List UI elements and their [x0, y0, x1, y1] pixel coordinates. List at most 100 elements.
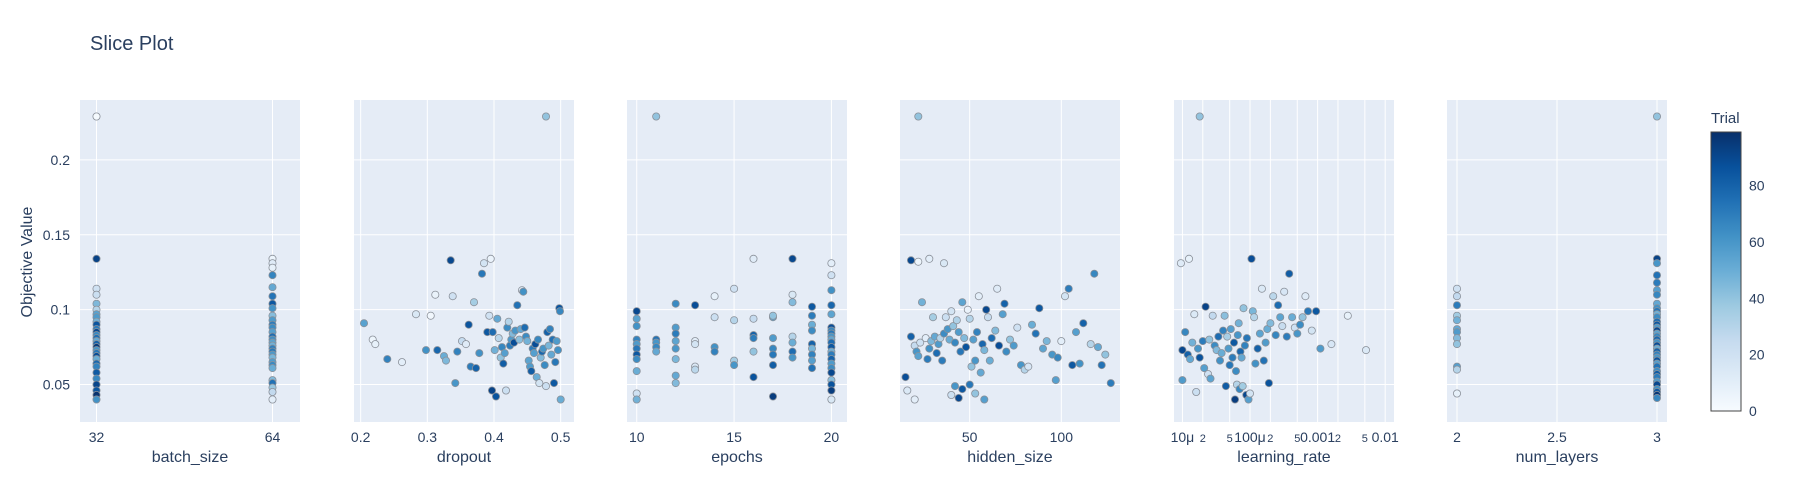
- x-tick-label: 0.5: [551, 429, 571, 445]
- data-point: [92, 290, 101, 299]
- data-point: [910, 395, 919, 404]
- data-point: [1000, 299, 1009, 308]
- data-point: [477, 269, 486, 278]
- data-point: [359, 319, 368, 328]
- data-point: [371, 340, 380, 349]
- data-point: [1231, 395, 1240, 404]
- data-point: [951, 382, 960, 391]
- data-point: [808, 311, 817, 320]
- data-point: [769, 334, 778, 343]
- data-point: [1223, 332, 1232, 341]
- data-point: [985, 356, 994, 365]
- x-tick-label: 0.001: [1300, 429, 1335, 445]
- colorbar: Trial 0 20 40 60 80: [1710, 110, 1765, 419]
- data-point: [92, 254, 101, 263]
- data-point: [486, 254, 495, 263]
- data-point: [268, 304, 277, 313]
- data-point: [1086, 340, 1095, 349]
- data-point: [411, 310, 420, 319]
- y-tick-label: 0.05: [43, 377, 70, 393]
- data-point: [1653, 278, 1662, 287]
- data-point: [691, 365, 700, 374]
- colorbar-tick-label: 40: [1749, 290, 1765, 306]
- data-point: [1242, 334, 1251, 343]
- data-point: [1206, 374, 1215, 383]
- x-tick-label: 2: [1453, 429, 1461, 445]
- data-point: [1453, 301, 1462, 310]
- data-point: [1327, 340, 1336, 349]
- data-point: [542, 112, 551, 121]
- colorbar-tick-label: 0: [1749, 403, 1757, 419]
- x-tick-label: 64: [265, 429, 281, 445]
- data-point: [710, 313, 719, 322]
- data-point: [268, 292, 277, 301]
- data-point: [1216, 356, 1225, 365]
- data-point: [1453, 292, 1462, 301]
- data-point: [947, 307, 956, 316]
- data-point: [540, 361, 549, 370]
- x-tick-label: 20: [824, 429, 840, 445]
- data-point: [907, 256, 916, 265]
- data-point: [941, 313, 950, 322]
- x-tick-label: 0.2: [351, 429, 371, 445]
- data-point: [982, 305, 991, 314]
- data-point: [1178, 346, 1187, 355]
- data-point: [1255, 329, 1264, 338]
- data-point: [952, 316, 961, 325]
- data-point: [965, 314, 974, 323]
- data-point: [1264, 379, 1273, 388]
- x-tick-label: 100μ: [1234, 429, 1265, 445]
- data-point: [1280, 287, 1289, 296]
- data-point: [493, 314, 502, 323]
- plot-area: [354, 100, 574, 422]
- data-point: [749, 347, 758, 356]
- data-point: [956, 347, 965, 356]
- data-point: [268, 271, 277, 280]
- data-point: [552, 337, 561, 346]
- data-point: [1053, 353, 1062, 362]
- data-point: [671, 337, 680, 346]
- x-tick-label: 50: [962, 429, 978, 445]
- data-point: [1232, 367, 1241, 376]
- data-point: [1266, 319, 1275, 328]
- x-axis-title: batch_size: [152, 449, 229, 466]
- x-tick-label: 10: [629, 429, 645, 445]
- x-axis-title: dropout: [437, 449, 492, 466]
- data-point: [632, 314, 641, 323]
- data-point: [1195, 112, 1204, 121]
- x-tick-label: 0.01: [1372, 429, 1399, 445]
- x-tick-label: 5: [1227, 433, 1233, 445]
- data-point: [1035, 304, 1044, 313]
- y-tick-label: 0.15: [43, 227, 70, 243]
- data-point: [652, 347, 661, 356]
- data-point: [827, 395, 836, 404]
- data-point: [1453, 284, 1462, 293]
- data-point: [513, 301, 522, 310]
- x-axis-title: num_layers: [1516, 449, 1599, 466]
- data-point: [1185, 254, 1194, 263]
- data-point: [827, 368, 836, 377]
- data-point: [1257, 284, 1266, 293]
- data-point: [923, 355, 932, 364]
- data-point: [1039, 344, 1048, 353]
- data-point: [827, 386, 836, 395]
- data-point: [976, 368, 985, 377]
- data-point: [471, 364, 480, 373]
- data-point: [1031, 329, 1040, 338]
- data-point: [769, 392, 778, 401]
- panel-epochs: 10 15 20 epochs: [627, 100, 847, 466]
- data-point: [426, 311, 435, 320]
- data-point: [1208, 311, 1217, 320]
- data-point: [1238, 382, 1247, 391]
- data-point: [730, 361, 739, 370]
- data-point: [827, 259, 836, 268]
- data-point: [1219, 326, 1228, 335]
- data-point: [1190, 310, 1199, 319]
- data-point: [1240, 341, 1249, 350]
- data-point: [1453, 316, 1462, 325]
- data-point: [632, 367, 641, 376]
- data-point: [769, 361, 778, 370]
- data-point: [534, 335, 543, 344]
- x-tick-label: 100: [1050, 429, 1074, 445]
- data-point: [1178, 376, 1187, 385]
